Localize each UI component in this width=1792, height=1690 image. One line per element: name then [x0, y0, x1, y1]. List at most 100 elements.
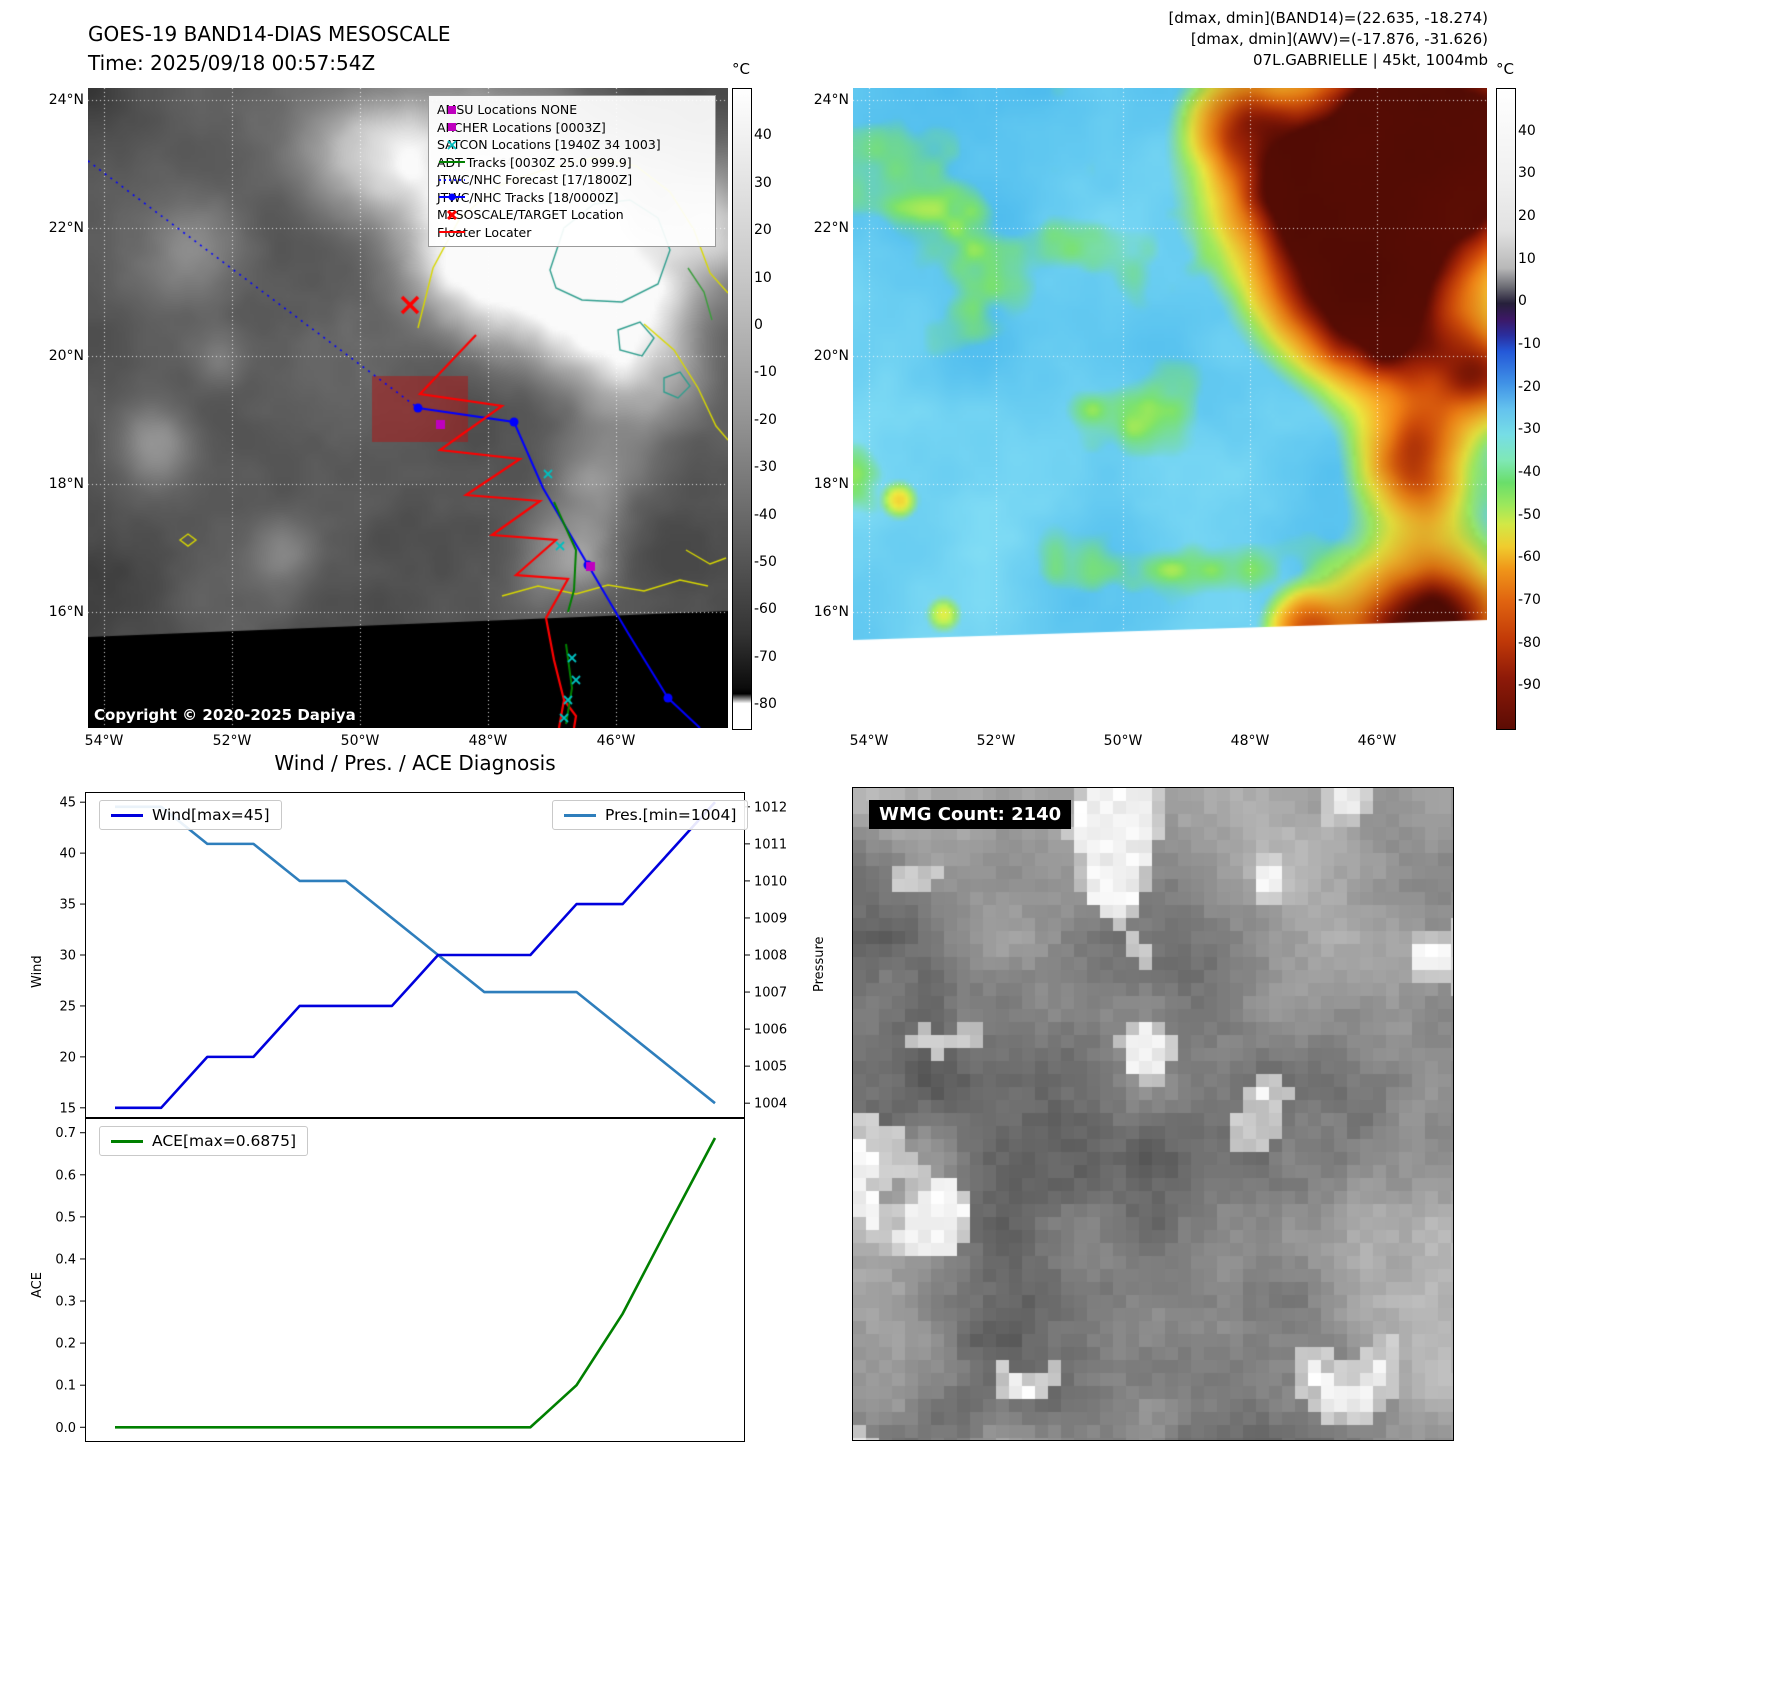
band14-colorbar-tick: -70 [754, 648, 777, 665]
square-marker-icon [448, 105, 456, 114]
band14-colorbar-tick: -40 [754, 506, 777, 523]
chart-frame [85, 1118, 745, 1442]
pressure-axis-tick-label: 1007 [754, 986, 787, 1001]
wind-axis-tick-label: 40 [59, 847, 76, 862]
band14-x-tick: 48°W [468, 733, 508, 749]
square-marker-icon [448, 123, 456, 131]
awv-colorbar-tick: 20 [1518, 208, 1536, 224]
pressure-axis-tick-label: 1005 [754, 1060, 787, 1075]
band14-y-tick: 24°N [48, 92, 84, 108]
pressure-axis-tick-label: 1004 [754, 1097, 787, 1112]
awv-colorbar-tick: 40 [1518, 122, 1536, 139]
awv-colorbar [1496, 88, 1516, 730]
pressure-axis-tick-label: 1008 [754, 949, 787, 964]
chart-frame [85, 792, 745, 1118]
legend-item-label: SATCON Locations [1940Z 34 1003] [437, 137, 661, 152]
legend-item: Floater Locater [437, 225, 707, 240]
wind-axis-tick-label: 20 [59, 1050, 76, 1065]
band14-x-tick: 46°W [596, 733, 636, 749]
band14-x-tick: 52°W [212, 733, 252, 749]
ace-axis-tick-label: 0.6 [55, 1168, 76, 1183]
awv-y-tick: 24°N [813, 92, 849, 108]
legend-item: ARCHER Locations [0003Z] [437, 120, 707, 135]
band14-colorbar-tick: 10 [754, 269, 772, 286]
band14-colorbar-tick: -60 [754, 601, 777, 618]
legend-item-label: JTWC/NHC Tracks [18/0000Z] [437, 189, 619, 205]
wmg-count-label: WMG Count: 2140 [869, 800, 1072, 829]
pressure-axis-tick-label: 1006 [754, 1023, 787, 1038]
legend-item: SATCON Locations [1940Z 34 1003] [437, 137, 707, 152]
ace-axis-tick-label: 0.7 [55, 1126, 76, 1141]
diagnosis-title: Wind / Pres. / ACE Diagnosis [274, 751, 556, 775]
legend-item-label: Floater Locater [437, 224, 532, 240]
line-marker-icon [439, 161, 465, 163]
line-dot-marker-icon [439, 193, 465, 201]
awv-y-tick: 16°N [813, 604, 849, 620]
ace-legend-label: ACE[max=0.6875] [152, 1132, 297, 1150]
ace-axis-tick-label: 0.5 [55, 1210, 76, 1225]
band14-y-tick: 22°N [48, 220, 84, 236]
awv-map-canvas [853, 88, 1487, 728]
line-marker-icon [439, 231, 465, 233]
awv-colorbar-tick: -70 [1518, 592, 1541, 608]
wind-axis-label: Wind [30, 955, 45, 988]
awv-y-tick: 22°N [813, 220, 849, 236]
awv-header: [dmax, dmin](BAND14)=(22.635, -18.274) [… [1168, 8, 1488, 71]
wind-legend-swatch [111, 813, 143, 817]
pressure-line [115, 805, 716, 1105]
band14-colorbar-tick: -50 [754, 554, 777, 571]
legend-item-label: MESOSCALE/TARGET Location [437, 207, 624, 222]
awv-colorbar-tick: -90 [1518, 677, 1541, 694]
awv-x-tick: 54°W [849, 733, 889, 749]
pressure-legend-label: Pres.[min=1004] [605, 806, 737, 824]
awv-x-tick: 50°W [1103, 733, 1143, 749]
wind-axis-tick-label: 45 [59, 796, 76, 811]
dmax-dmin-awv-line: [dmax, dmin](AWV)=(-17.876, -31.626) [1190, 30, 1488, 48]
band14-colorbar-tick: 0 [754, 317, 763, 334]
band14-title: GOES-19 BAND14-DIAS MESOSCALE [88, 22, 451, 46]
awv-x-tick: 46°W [1357, 733, 1397, 749]
pressure-legend-swatch [564, 813, 596, 817]
awv-colorbar-tick: 30 [1518, 165, 1536, 182]
copyright-label: Copyright © 2020-2025 Dapiya [94, 706, 356, 724]
awv-colorbar-tick: -10 [1518, 336, 1541, 352]
ace-line [115, 1137, 717, 1429]
wind-axis-tick-label: 15 [59, 1101, 76, 1116]
wind-axis-tick-label: 35 [59, 898, 76, 913]
wind-line [115, 801, 716, 1110]
awv-colorbar-tick: -60 [1518, 549, 1541, 566]
legend-item: JTWC/NHC Forecast [17/1800Z] [437, 172, 707, 187]
awv-colorbar-tick: 10 [1518, 250, 1536, 267]
band14-legend: AMSU Locations NONE ARCHER Locations [000… [428, 95, 716, 247]
awv-colorbar-tick: -30 [1518, 421, 1541, 438]
band14-colorbar-tick: 30 [754, 174, 772, 191]
ace-chart: 0.0 0.1 0.2 0.3 0.4 0.5 0.6 0.7 [55, 1118, 745, 1442]
ace-legend-swatch [111, 1139, 143, 1143]
ace-axis-label: ACE [30, 1272, 45, 1298]
x-bold-marker-icon [446, 209, 458, 220]
ace-axis-tick-label: 0.0 [55, 1421, 76, 1436]
awv-x-tick: 48°W [1230, 733, 1270, 749]
ace-axis-tick-label: 0.1 [55, 1379, 76, 1394]
band14-colorbar-unit: °C [732, 60, 750, 78]
band14-colorbar-tick: 20 [754, 222, 772, 239]
wmg-image-canvas [853, 788, 1453, 1440]
pressure-axis-tick-label: 1012 [754, 800, 787, 815]
band14-y-tick: 16°N [48, 604, 84, 620]
pressure-legend: Pres.[min=1004] [552, 800, 749, 830]
awv-colorbar-tick: 0 [1518, 293, 1527, 310]
awv-y-tick: 20°N [813, 348, 849, 364]
band14-x-tick: 54°W [84, 733, 124, 749]
awv-colorbar-tick: -80 [1518, 634, 1541, 651]
legend-item: ADT Tracks [0030Z 25.0 999.9] [437, 155, 707, 170]
awv-x-tick: 52°W [976, 733, 1016, 749]
awv-y-tick: 18°N [813, 476, 849, 492]
dotted-marker-icon [439, 178, 465, 181]
band14-colorbar-tick: -10 [754, 364, 777, 381]
awv-colorbar-tick: -40 [1518, 464, 1541, 480]
legend-item-label: AMSU Locations NONE [437, 102, 578, 117]
pressure-axis-tick-label: 1011 [754, 837, 787, 852]
ace-axis-tick-label: 0.4 [55, 1252, 76, 1267]
legend-item-label: JTWC/NHC Forecast [17/1800Z] [437, 172, 633, 187]
